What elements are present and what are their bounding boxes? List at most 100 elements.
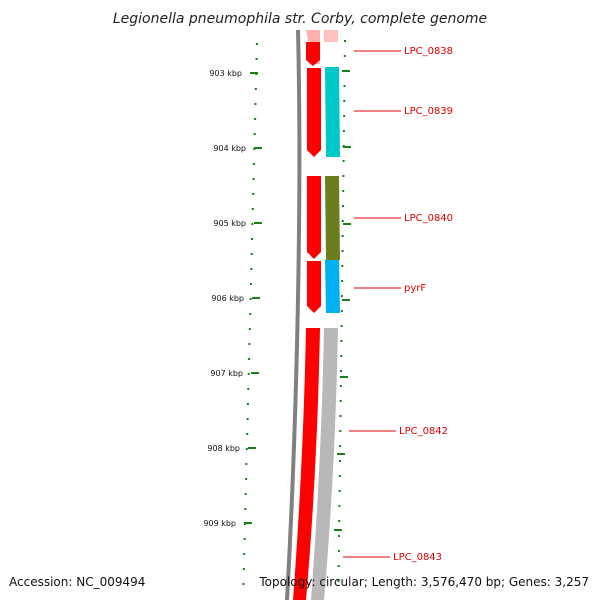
tick-dot	[342, 205, 344, 207]
tick-dot	[250, 253, 253, 255]
tick-dot	[340, 355, 343, 357]
tick-dot	[340, 295, 343, 297]
ruler-label: 903 kbp	[209, 69, 242, 78]
major-tick	[340, 376, 348, 378]
tick-dot	[252, 163, 255, 165]
gene-strand	[311, 30, 340, 600]
tick-dot	[249, 298, 252, 300]
tick-dot	[246, 418, 249, 420]
tick-dot	[244, 508, 247, 510]
major-tick	[343, 223, 351, 225]
tick-dot	[244, 493, 247, 495]
tick-dot	[252, 193, 255, 195]
tick-dot	[338, 535, 341, 537]
tick-dot	[344, 40, 346, 42]
tick-dot	[337, 550, 340, 552]
tick-dot	[247, 373, 250, 375]
tick-dot	[342, 130, 345, 132]
gene-segment-lpc0840	[325, 176, 340, 260]
tick-dot	[246, 403, 249, 405]
forward-strand	[293, 30, 321, 600]
tick-dot	[342, 175, 345, 177]
cds-forward-4	[307, 176, 321, 259]
tick-dot	[338, 520, 341, 522]
map-title: Legionella pneumophila str. Corby, compl…	[113, 11, 487, 27]
tick-dot	[343, 115, 346, 117]
tick-dot	[250, 268, 253, 270]
tick-dot	[255, 43, 258, 45]
gene-label: LPC_0842	[399, 426, 448, 437]
tick-dot	[251, 223, 254, 225]
cds-forward-6	[293, 328, 320, 600]
major-tick	[250, 72, 258, 74]
tick-dot	[243, 538, 246, 540]
tick-dot	[340, 325, 343, 327]
tick-dot	[247, 388, 250, 390]
tick-dot	[339, 400, 342, 402]
tick-dot	[249, 283, 252, 285]
tick-dot	[343, 55, 346, 57]
ruler-label: 908 kbp	[207, 444, 240, 453]
tick-dot	[246, 433, 249, 435]
major-tick	[248, 447, 256, 449]
tick-dot	[339, 385, 342, 387]
tick-dot	[341, 265, 344, 267]
tick-dot	[337, 565, 340, 567]
tick-dot	[340, 370, 342, 372]
major-tick	[343, 146, 351, 148]
major-tick	[252, 297, 260, 299]
tick-dot	[343, 85, 346, 87]
tick-dot	[341, 250, 344, 252]
tick-dot	[252, 178, 255, 180]
accession-text: Accession: NC_009494	[9, 575, 145, 589]
cds-forward-5	[307, 261, 321, 313]
gene-segment-pyrf	[325, 260, 340, 313]
tick-dot	[248, 328, 251, 330]
gene-segment-lpc0839	[325, 67, 340, 157]
cds-forward-3	[307, 68, 321, 157]
tick-dot	[338, 505, 341, 507]
tick-dot	[338, 490, 341, 492]
gene-label: pyrF	[404, 283, 426, 294]
major-tick	[334, 529, 342, 531]
tick-dot	[339, 445, 342, 447]
tick-dot	[253, 133, 256, 135]
tick-dot	[251, 238, 254, 240]
gene-label: LPC_0839	[404, 106, 453, 117]
tick-dot	[245, 478, 248, 480]
tick-dot	[255, 58, 258, 60]
ruler-labels: 903 kbp 904 kbp 905 kbp 906 kbp 907 kbp 908 k…	[203, 69, 246, 528]
tick-dot	[339, 460, 341, 462]
major-tick	[342, 70, 350, 72]
gene-segment-lpc0842	[311, 328, 338, 600]
ruler-label: 909 kbp	[203, 519, 236, 528]
tick-dot	[254, 88, 257, 90]
cds-forward-2	[306, 42, 320, 66]
ruler-label: 907 kbp	[210, 369, 243, 378]
tick-dot	[245, 463, 248, 465]
gene-labels: LPC_0838 LPC_0839 LPC_0840 pyrF LPC_0842 LPC_…	[343, 46, 453, 563]
tick-dot	[341, 235, 344, 237]
tick-dots-left	[242, 43, 258, 585]
tick-dot	[341, 220, 344, 222]
tick-dot	[242, 568, 245, 570]
tick-dot	[248, 358, 251, 360]
major-tick	[254, 222, 262, 224]
tick-dot	[342, 190, 345, 192]
tick-dot	[242, 583, 245, 585]
tick-dot	[341, 280, 344, 282]
tick-dot	[339, 415, 342, 417]
tick-dots-right	[337, 40, 346, 582]
tick-dot	[245, 448, 248, 450]
major-tick	[342, 299, 350, 301]
major-tick	[244, 522, 252, 524]
tick-dot	[338, 475, 341, 477]
ruler-label: 906 kbp	[211, 294, 244, 303]
tick-dot	[248, 343, 251, 345]
ruler-label: 904 kbp	[213, 144, 246, 153]
major-tick	[337, 453, 345, 455]
major-tick	[251, 372, 259, 374]
genome-backbone	[285, 29, 302, 600]
tick-dot	[340, 310, 343, 312]
tick-dot	[342, 160, 345, 162]
